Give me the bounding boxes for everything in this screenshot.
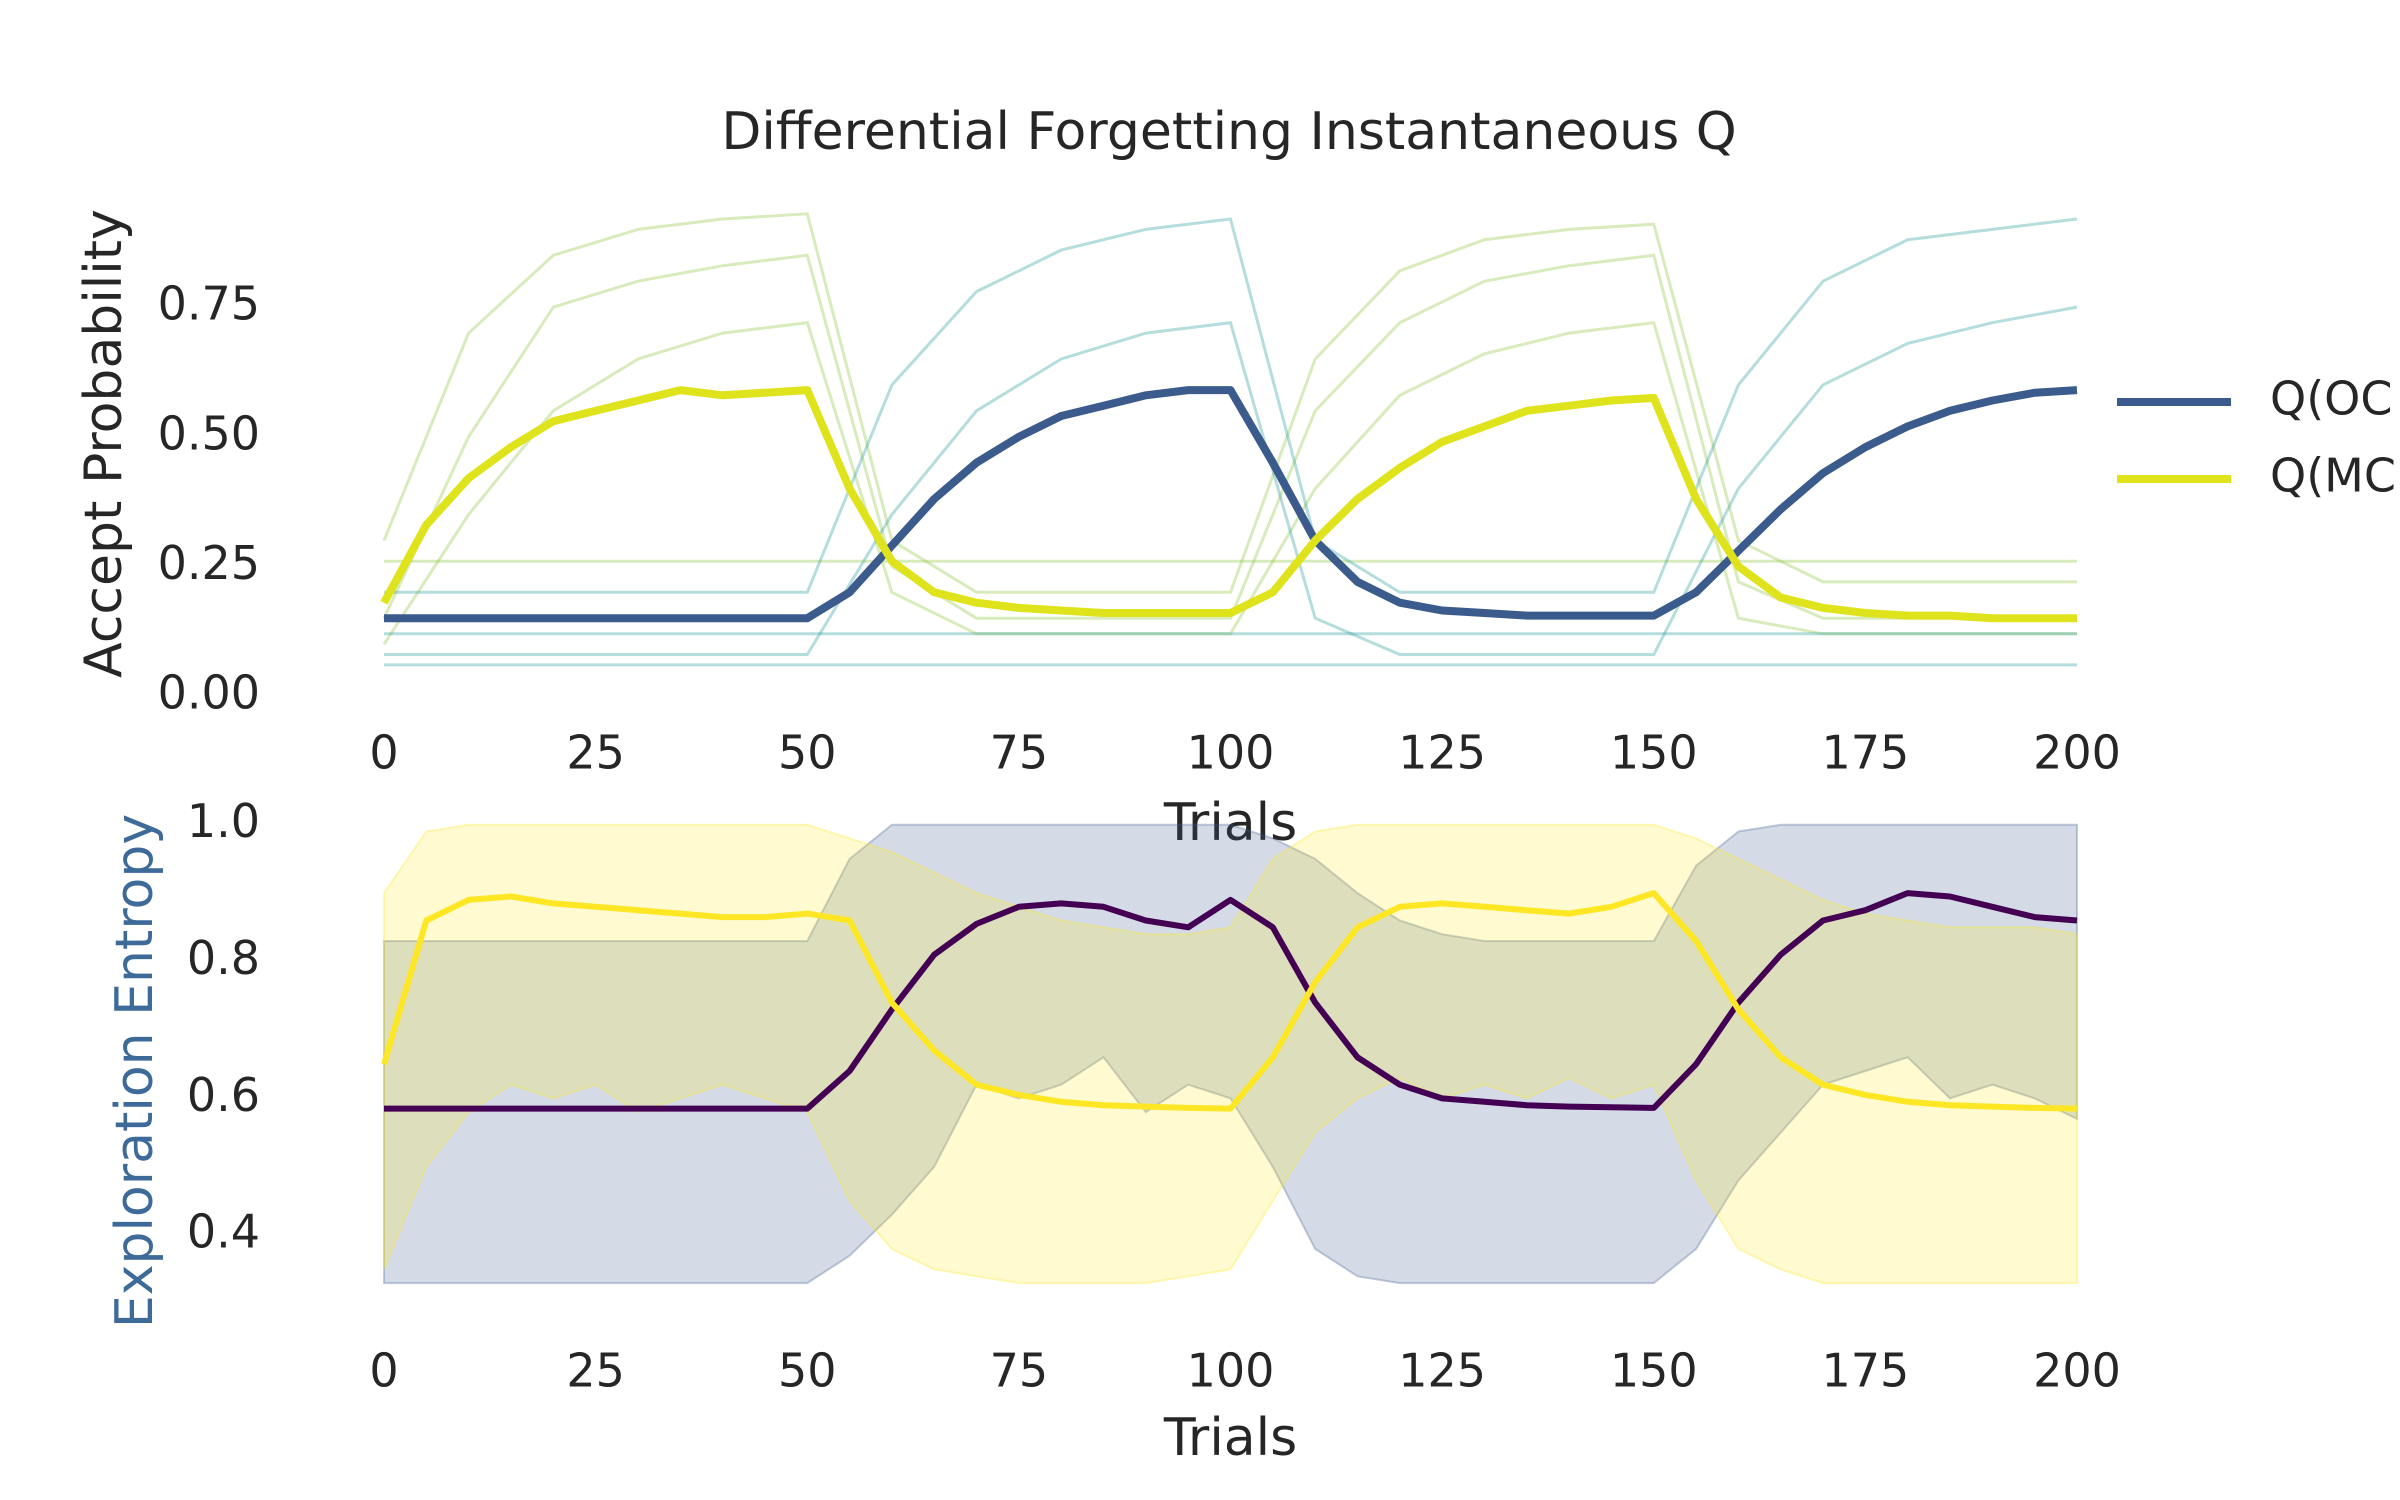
series-line xyxy=(380,386,2077,623)
x-tick-label: 175 xyxy=(1821,726,1909,780)
confidence-band xyxy=(383,823,2078,1285)
x-tick-label: 25 xyxy=(566,1344,625,1398)
y-tick-label: 0.75 xyxy=(158,277,260,331)
series-line xyxy=(384,386,2078,623)
legend-label: Q(MC xyxy=(2270,449,2396,503)
x-tick-label: 25 xyxy=(566,726,625,780)
x-tick-label: 50 xyxy=(778,726,837,780)
x-tick-label: 150 xyxy=(1610,1344,1698,1398)
plot-0 xyxy=(380,212,2078,667)
confidence-band xyxy=(383,823,2078,1285)
y-tick-label: 0.25 xyxy=(158,536,260,590)
plot-1 xyxy=(381,823,2078,1285)
trace-line xyxy=(382,321,2077,646)
x-tick-label: 125 xyxy=(1398,1344,1486,1398)
chart-title: Differential Forgetting Instantaneous Q xyxy=(721,102,1736,162)
x-tick-label: 200 xyxy=(2033,1344,2121,1398)
y-tick-label: 0.6 xyxy=(187,1068,260,1122)
y-axis-label: Accept Probability xyxy=(74,209,134,678)
x-tick-label: 125 xyxy=(1398,726,1486,780)
x-tick-label: 200 xyxy=(2033,726,2121,780)
series-line xyxy=(384,890,2078,1112)
y-tick-label: 0.50 xyxy=(158,406,260,460)
trace-line xyxy=(384,305,2078,656)
x-tick-label: 100 xyxy=(1187,1344,1275,1398)
x-tick-label: 75 xyxy=(990,1344,1049,1398)
x-axis-label: Trials xyxy=(1163,1408,1297,1468)
series-line xyxy=(381,890,2078,1112)
x-tick-label: 50 xyxy=(778,1344,837,1398)
y-tick-label: 0.4 xyxy=(187,1205,260,1259)
x-tick-label: 0 xyxy=(369,1344,398,1398)
trace-line xyxy=(384,217,2078,594)
x-tick-label: 75 xyxy=(990,726,1049,780)
trace-line xyxy=(382,253,2077,620)
y-tick-label: 1.0 xyxy=(187,794,260,848)
y-tick-label: 0.00 xyxy=(158,666,260,720)
y-tick-label: 0.8 xyxy=(187,931,260,985)
x-tick-label: 0 xyxy=(369,726,398,780)
x-tick-label: 150 xyxy=(1610,726,1698,780)
trace-line xyxy=(382,212,2077,594)
x-tick-label: 175 xyxy=(1821,1344,1909,1398)
x-axis-label: Trials xyxy=(1163,793,1297,853)
x-tick-label: 100 xyxy=(1187,726,1275,780)
y-axis-label: Exploration Entropy xyxy=(105,814,165,1328)
legend-label: Q(OC xyxy=(2270,372,2392,426)
